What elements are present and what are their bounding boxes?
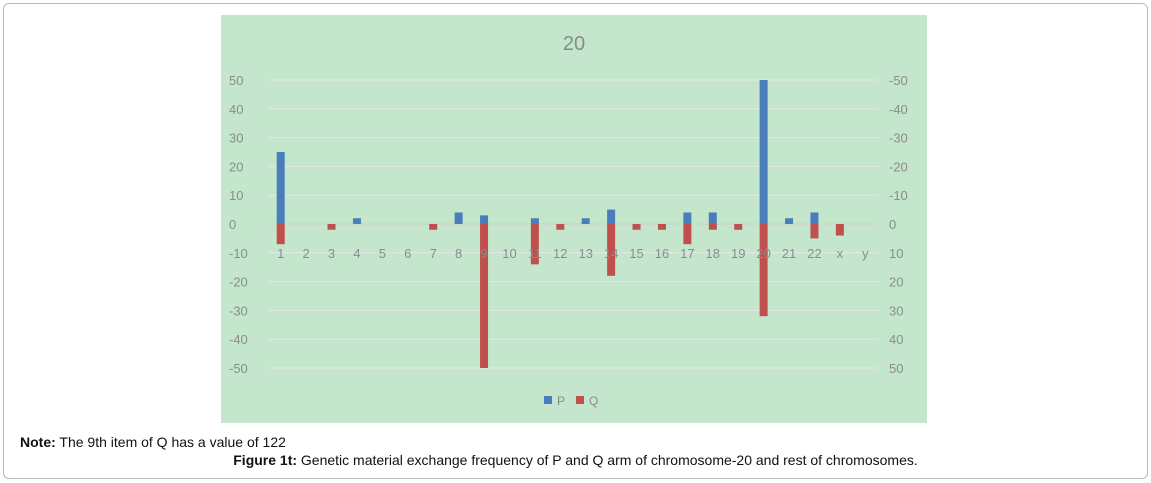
bar-p	[352, 218, 361, 224]
bar-p	[480, 215, 489, 224]
bar-p	[708, 212, 717, 224]
x-tick-label: 5	[379, 246, 386, 261]
y-tick-label-left: 30	[229, 131, 243, 146]
y-tick-label-left: 10	[229, 188, 243, 203]
y-tick-label-left: 40	[229, 102, 243, 117]
y-tick-label-left: -10	[229, 246, 248, 261]
y-tick-label-left: -20	[229, 275, 248, 290]
bar-p	[530, 218, 539, 224]
bar-q	[276, 224, 285, 245]
x-tick-label: 19	[731, 246, 745, 261]
bar-q	[480, 224, 489, 368]
bar-q	[429, 224, 438, 230]
y-tick-label-right: -30	[889, 131, 908, 146]
note-text: The 9th item of Q has a value of 122	[55, 434, 286, 450]
y-tick-label-right: 20	[889, 275, 903, 290]
x-tick-label: 11	[528, 246, 542, 261]
bar-p	[759, 80, 768, 224]
x-tick-label: y	[862, 246, 869, 261]
caption-text: Genetic material exchange frequency of P…	[297, 452, 918, 468]
x-tick-label: x	[837, 246, 844, 261]
bar-p	[581, 218, 590, 224]
y-tick-label-right: 50	[889, 361, 903, 376]
y-tick-label-left: 0	[229, 217, 236, 232]
x-tick-label: 18	[706, 246, 720, 261]
x-tick-label: 20	[756, 246, 770, 261]
legend-swatch-q	[576, 396, 584, 404]
bar-q	[530, 224, 539, 265]
bar-q	[683, 224, 692, 245]
y-tick-label-right: -50	[889, 73, 908, 88]
y-tick-label-left: 20	[229, 159, 243, 174]
bar-chart: 20 50 -50 40 -40 30 -30 20 -20 10 -10 0 0 -10 10 -20 20 -…	[229, 33, 908, 408]
bar-q	[734, 224, 743, 230]
y-tick-label-right: -40	[889, 102, 908, 117]
x-tick-label: 17	[680, 246, 694, 261]
bar-q	[759, 224, 768, 317]
note-label: Note:	[20, 434, 56, 450]
x-tick-label: 2	[303, 246, 310, 261]
bar-q	[835, 224, 844, 236]
legend-label-q: Q	[589, 394, 598, 408]
bar-q	[632, 224, 641, 230]
x-tick-label: 21	[782, 246, 796, 261]
x-tick-label: 1	[277, 246, 284, 261]
x-tick-label: 6	[404, 246, 411, 261]
x-tick-label: 22	[807, 246, 821, 261]
bar-q	[657, 224, 666, 230]
y-tick-label-right: 40	[889, 332, 903, 347]
bar-p	[810, 212, 819, 224]
x-tick-label: 14	[604, 246, 618, 261]
y-tick-label-left: -30	[229, 303, 248, 318]
figure-caption: Figure 1t: Genetic material exchange fre…	[0, 452, 1151, 468]
x-tick-label: 13	[578, 246, 592, 261]
bar-q	[607, 224, 616, 276]
y-tick-label-left: -50	[229, 361, 248, 376]
x-tick-label: 16	[655, 246, 669, 261]
chart-area: 20 50 -50 40 -40 30 -30 20 -20 10 -10 0 0 -10 10 -20 20 -…	[221, 15, 927, 423]
x-tick-label: 10	[502, 246, 516, 261]
bar-p	[607, 209, 616, 224]
bar-q	[708, 224, 717, 230]
x-tick-label: 7	[430, 246, 437, 261]
x-tick-label: 9	[480, 246, 487, 261]
bar-p	[276, 152, 285, 224]
bar-p	[683, 212, 692, 224]
x-tick-label: 8	[455, 246, 462, 261]
bar-q	[810, 224, 819, 239]
x-tick-label: 4	[353, 246, 360, 261]
y-tick-label-left: 50	[229, 73, 243, 88]
bar-q	[327, 224, 336, 230]
y-tick-label-right: 30	[889, 303, 903, 318]
y-tick-label-left: -40	[229, 332, 248, 347]
bar-p	[785, 218, 794, 224]
y-tick-label-right: -20	[889, 159, 908, 174]
bar-p	[454, 212, 463, 224]
figure-note: Note: The 9th item of Q has a value of 1…	[20, 434, 286, 450]
legend-swatch-p	[544, 396, 552, 404]
legend-label-p: P	[557, 394, 565, 408]
x-tick-label: 15	[629, 246, 643, 261]
caption-label: Figure 1t:	[233, 452, 298, 468]
y-tick-label-right: -10	[889, 188, 908, 203]
x-tick-label: 12	[553, 246, 567, 261]
bar-q	[556, 224, 565, 230]
chart-title: 20	[563, 33, 585, 55]
x-tick-label: 3	[328, 246, 335, 261]
y-tick-label-right: 10	[889, 246, 903, 261]
y-tick-label-right: 0	[889, 217, 896, 232]
